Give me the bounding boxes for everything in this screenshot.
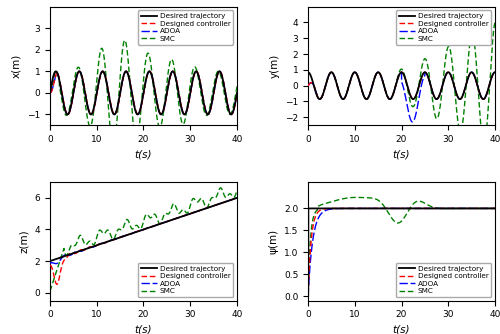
Legend: Desired trajectory, Designed controller, ADOA, SMC: Desired trajectory, Designed controller,… xyxy=(138,263,234,297)
X-axis label: t(s): t(s) xyxy=(393,325,410,334)
Y-axis label: y(m): y(m) xyxy=(270,54,280,78)
Legend: Desired trajectory, Designed controller, ADOA, SMC: Desired trajectory, Designed controller,… xyxy=(396,263,492,297)
X-axis label: t(s): t(s) xyxy=(134,325,152,334)
Y-axis label: z(m): z(m) xyxy=(19,229,29,253)
Legend: Desired trajectory, Designed controller, ADOA, SMC: Desired trajectory, Designed controller,… xyxy=(396,10,492,45)
X-axis label: t(s): t(s) xyxy=(393,150,410,159)
X-axis label: t(s): t(s) xyxy=(134,150,152,159)
Y-axis label: x(m): x(m) xyxy=(12,54,22,78)
Legend: Desired trajectory, Designed controller, ADOA, SMC: Desired trajectory, Designed controller,… xyxy=(138,10,234,45)
Y-axis label: ψ(m): ψ(m) xyxy=(268,229,278,254)
